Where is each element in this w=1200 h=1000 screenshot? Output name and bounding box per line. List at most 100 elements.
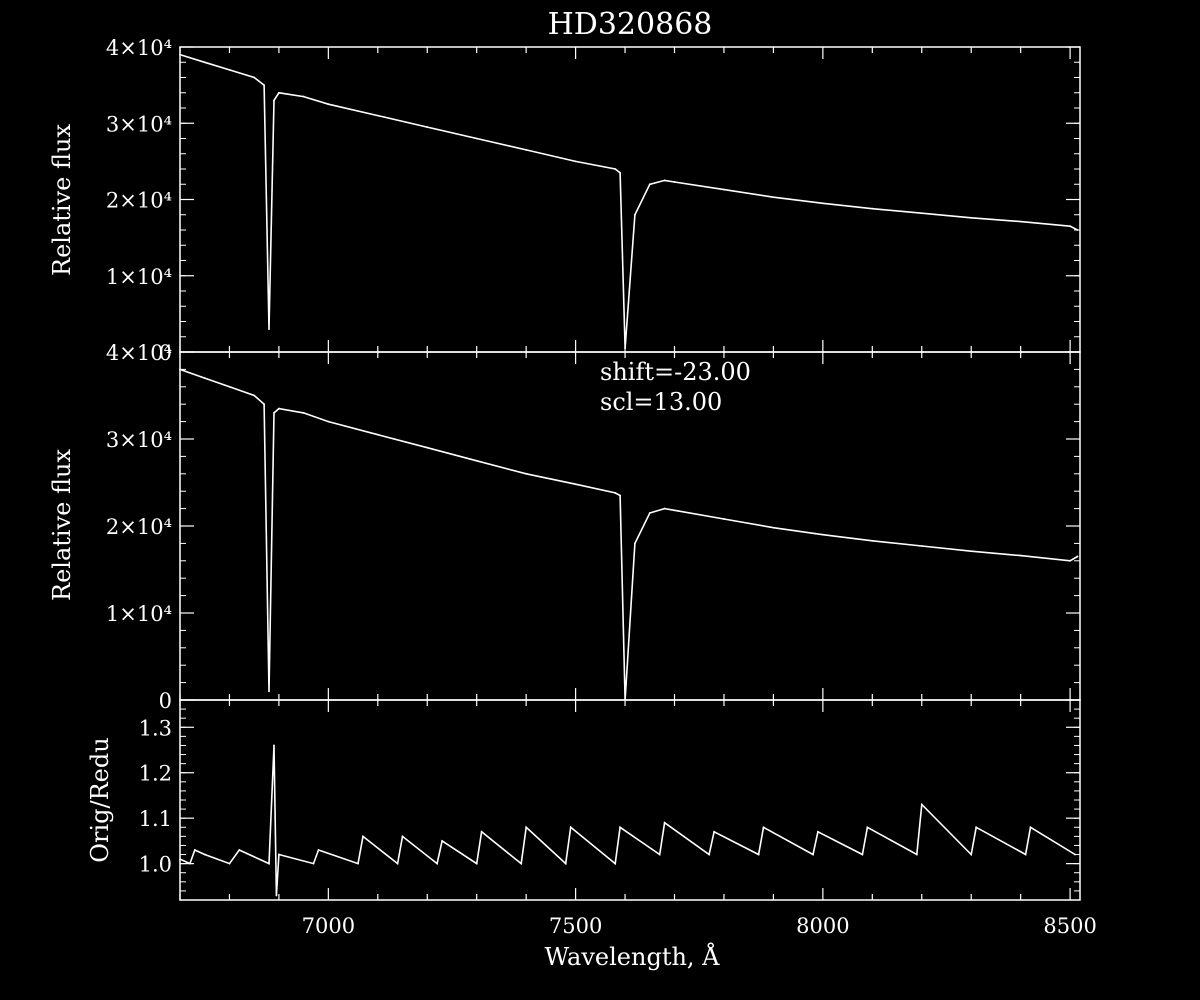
data-point [1069, 225, 1072, 228]
data-point [1019, 554, 1022, 557]
data-point [263, 403, 265, 406]
data-point [278, 853, 280, 856]
data-point [203, 853, 206, 856]
bottom-panel: 1.0 1.1 1.2 1.3 Orig/Redu [86, 699, 1081, 901]
data-point [302, 95, 305, 98]
data-point [203, 377, 206, 379]
data-point [253, 76, 256, 79]
data-point [253, 394, 256, 397]
data-point [663, 821, 666, 824]
shift-annotation: shift=-23.00 [600, 358, 751, 386]
data-point [871, 539, 874, 542]
data-point [634, 213, 636, 216]
data-point [723, 518, 725, 520]
data-point [179, 368, 181, 371]
y-tick-label: 2×10⁴ [106, 515, 172, 539]
middle-panel-x-ticks [179, 352, 1071, 700]
bottom-panel-y-ticks: 1.0 1.1 1.2 1.3 [139, 699, 1080, 901]
data-point [357, 862, 359, 865]
data-point [915, 853, 918, 856]
data-point [179, 53, 181, 56]
data-point [480, 830, 483, 833]
data-point [614, 862, 617, 865]
top-panel: 0 1×10⁴ 2×10⁴ 3×10⁴ 4×10⁴ Relative flux [48, 36, 1081, 365]
data-point [188, 862, 191, 865]
data-point [970, 550, 973, 553]
data-point [673, 181, 676, 183]
middle-panel: 0 1×10⁴ 2×10⁴ 3×10⁴ 4×10⁴ Relative flux shif… [48, 341, 1081, 713]
middle-panel-spectrum [179, 368, 1079, 701]
data-point [475, 862, 478, 865]
data-point [426, 126, 429, 128]
data-point [525, 826, 528, 829]
data-point [475, 137, 478, 140]
data-point [564, 862, 567, 865]
data-point [273, 744, 275, 747]
y-tick-label: 4×10⁴ [106, 341, 172, 365]
data-point [871, 207, 874, 210]
data-point [619, 171, 622, 174]
y-tick-label: 4×10⁴ [106, 36, 172, 60]
y-tick-label: 1×10⁴ [106, 265, 172, 289]
x-tick-label: 7000 [302, 914, 355, 938]
data-point [757, 853, 760, 856]
data-point [821, 533, 824, 536]
data-point [817, 830, 819, 833]
data-point [812, 853, 814, 856]
y-tick-label: 1×10⁴ [106, 602, 172, 626]
data-point [821, 202, 824, 205]
data-point [525, 149, 528, 151]
data-point [866, 826, 869, 829]
data-point [273, 412, 275, 414]
data-point [975, 826, 978, 829]
data-point [920, 803, 923, 806]
data-point [475, 459, 478, 462]
scale-annotation: scl=13.00 [600, 388, 722, 416]
data-point [920, 545, 923, 547]
bottom-panel-x-ticks [179, 700, 1071, 900]
data-point [648, 512, 651, 514]
data-point [520, 862, 523, 865]
data-point [663, 179, 666, 182]
data-point [614, 492, 617, 494]
data-point [396, 862, 399, 865]
data-point [327, 103, 330, 106]
data-point [362, 835, 364, 838]
bottom-panel-ratio [179, 744, 1076, 897]
top-panel-y-ticks: 0 1×10⁴ 2×10⁴ 3×10⁴ 4×10⁴ [106, 36, 1080, 365]
data-point [634, 542, 636, 545]
data-point [228, 68, 231, 71]
data-point [268, 328, 270, 331]
data-point [762, 826, 765, 829]
y-tick-label: 1.0 [139, 853, 172, 877]
x-tick-label: 7500 [549, 914, 602, 938]
data-point [970, 853, 973, 856]
data-point [238, 849, 241, 851]
middle-panel-ylabel: Relative flux [48, 449, 76, 601]
data-point [772, 196, 775, 199]
data-point [970, 216, 973, 219]
x-tick-labels: 7000 7500 8000 8500 [302, 914, 1097, 938]
data-point [278, 407, 280, 410]
data-point [268, 690, 270, 693]
x-tick-label: 8500 [1043, 914, 1096, 938]
y-tick-label: 2×10⁴ [106, 189, 172, 213]
middle-panel-y-ticks: 0 1×10⁴ 2×10⁴ 3×10⁴ 4×10⁴ [106, 341, 1080, 713]
data-point [273, 99, 275, 102]
y-tick-label: 3×10⁴ [106, 112, 172, 136]
data-point [317, 849, 320, 851]
top-panel-spectrum [179, 53, 1079, 350]
data-point [624, 347, 626, 350]
data-point [278, 91, 280, 94]
data-point [713, 830, 715, 833]
data-point [1076, 555, 1079, 558]
figure-title: HD320868 [548, 7, 713, 42]
data-point [426, 446, 429, 449]
data-point [327, 420, 330, 423]
y-tick-label: 3×10⁴ [106, 428, 172, 452]
data-point [376, 433, 379, 436]
data-point [312, 862, 315, 865]
data-point [723, 188, 725, 191]
data-point [920, 212, 923, 215]
